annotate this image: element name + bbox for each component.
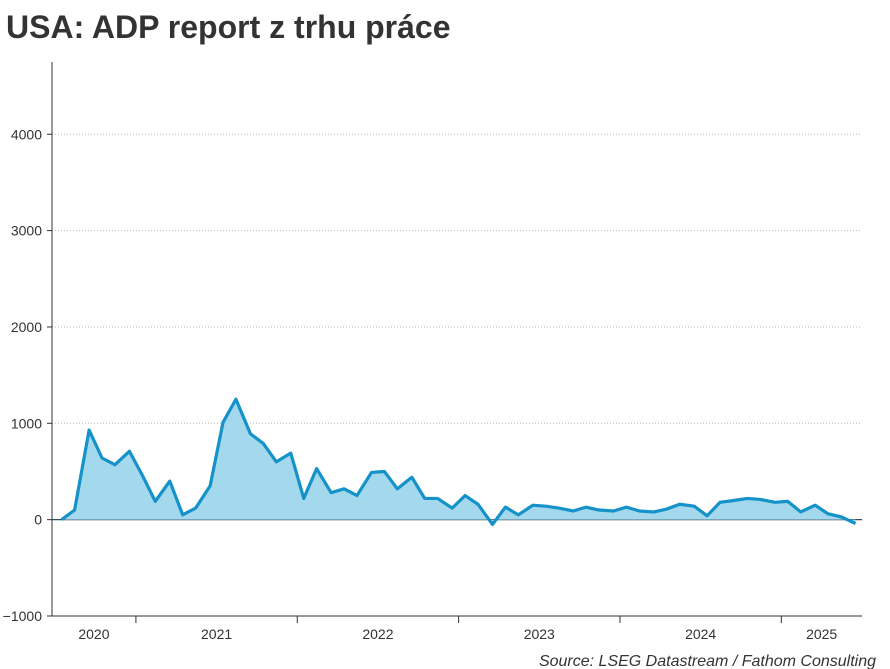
y-tick-label: 4000 bbox=[11, 126, 42, 142]
x-tick-label: 2020 bbox=[78, 626, 109, 642]
x-tick-label: 2023 bbox=[524, 626, 555, 642]
chart-title: USA: ADP report z trhu práce bbox=[6, 9, 451, 45]
y-tick-label: 1000 bbox=[11, 415, 42, 431]
x-tick-label: 2024 bbox=[685, 626, 716, 642]
area-fill bbox=[61, 399, 856, 525]
y-tick-label: −1000 bbox=[3, 608, 43, 624]
y-tick-label: 2000 bbox=[11, 319, 42, 335]
x-tick-label: 2022 bbox=[362, 626, 393, 642]
x-tick-label: 2025 bbox=[806, 626, 837, 642]
series-line bbox=[60, 397, 857, 527]
y-tick-label: 3000 bbox=[11, 223, 42, 239]
y-tick-label: 0 bbox=[34, 512, 42, 528]
source-note: Source: LSEG Datastream / Fathom Consult… bbox=[539, 653, 876, 669]
x-tick-label: 2021 bbox=[201, 626, 232, 642]
